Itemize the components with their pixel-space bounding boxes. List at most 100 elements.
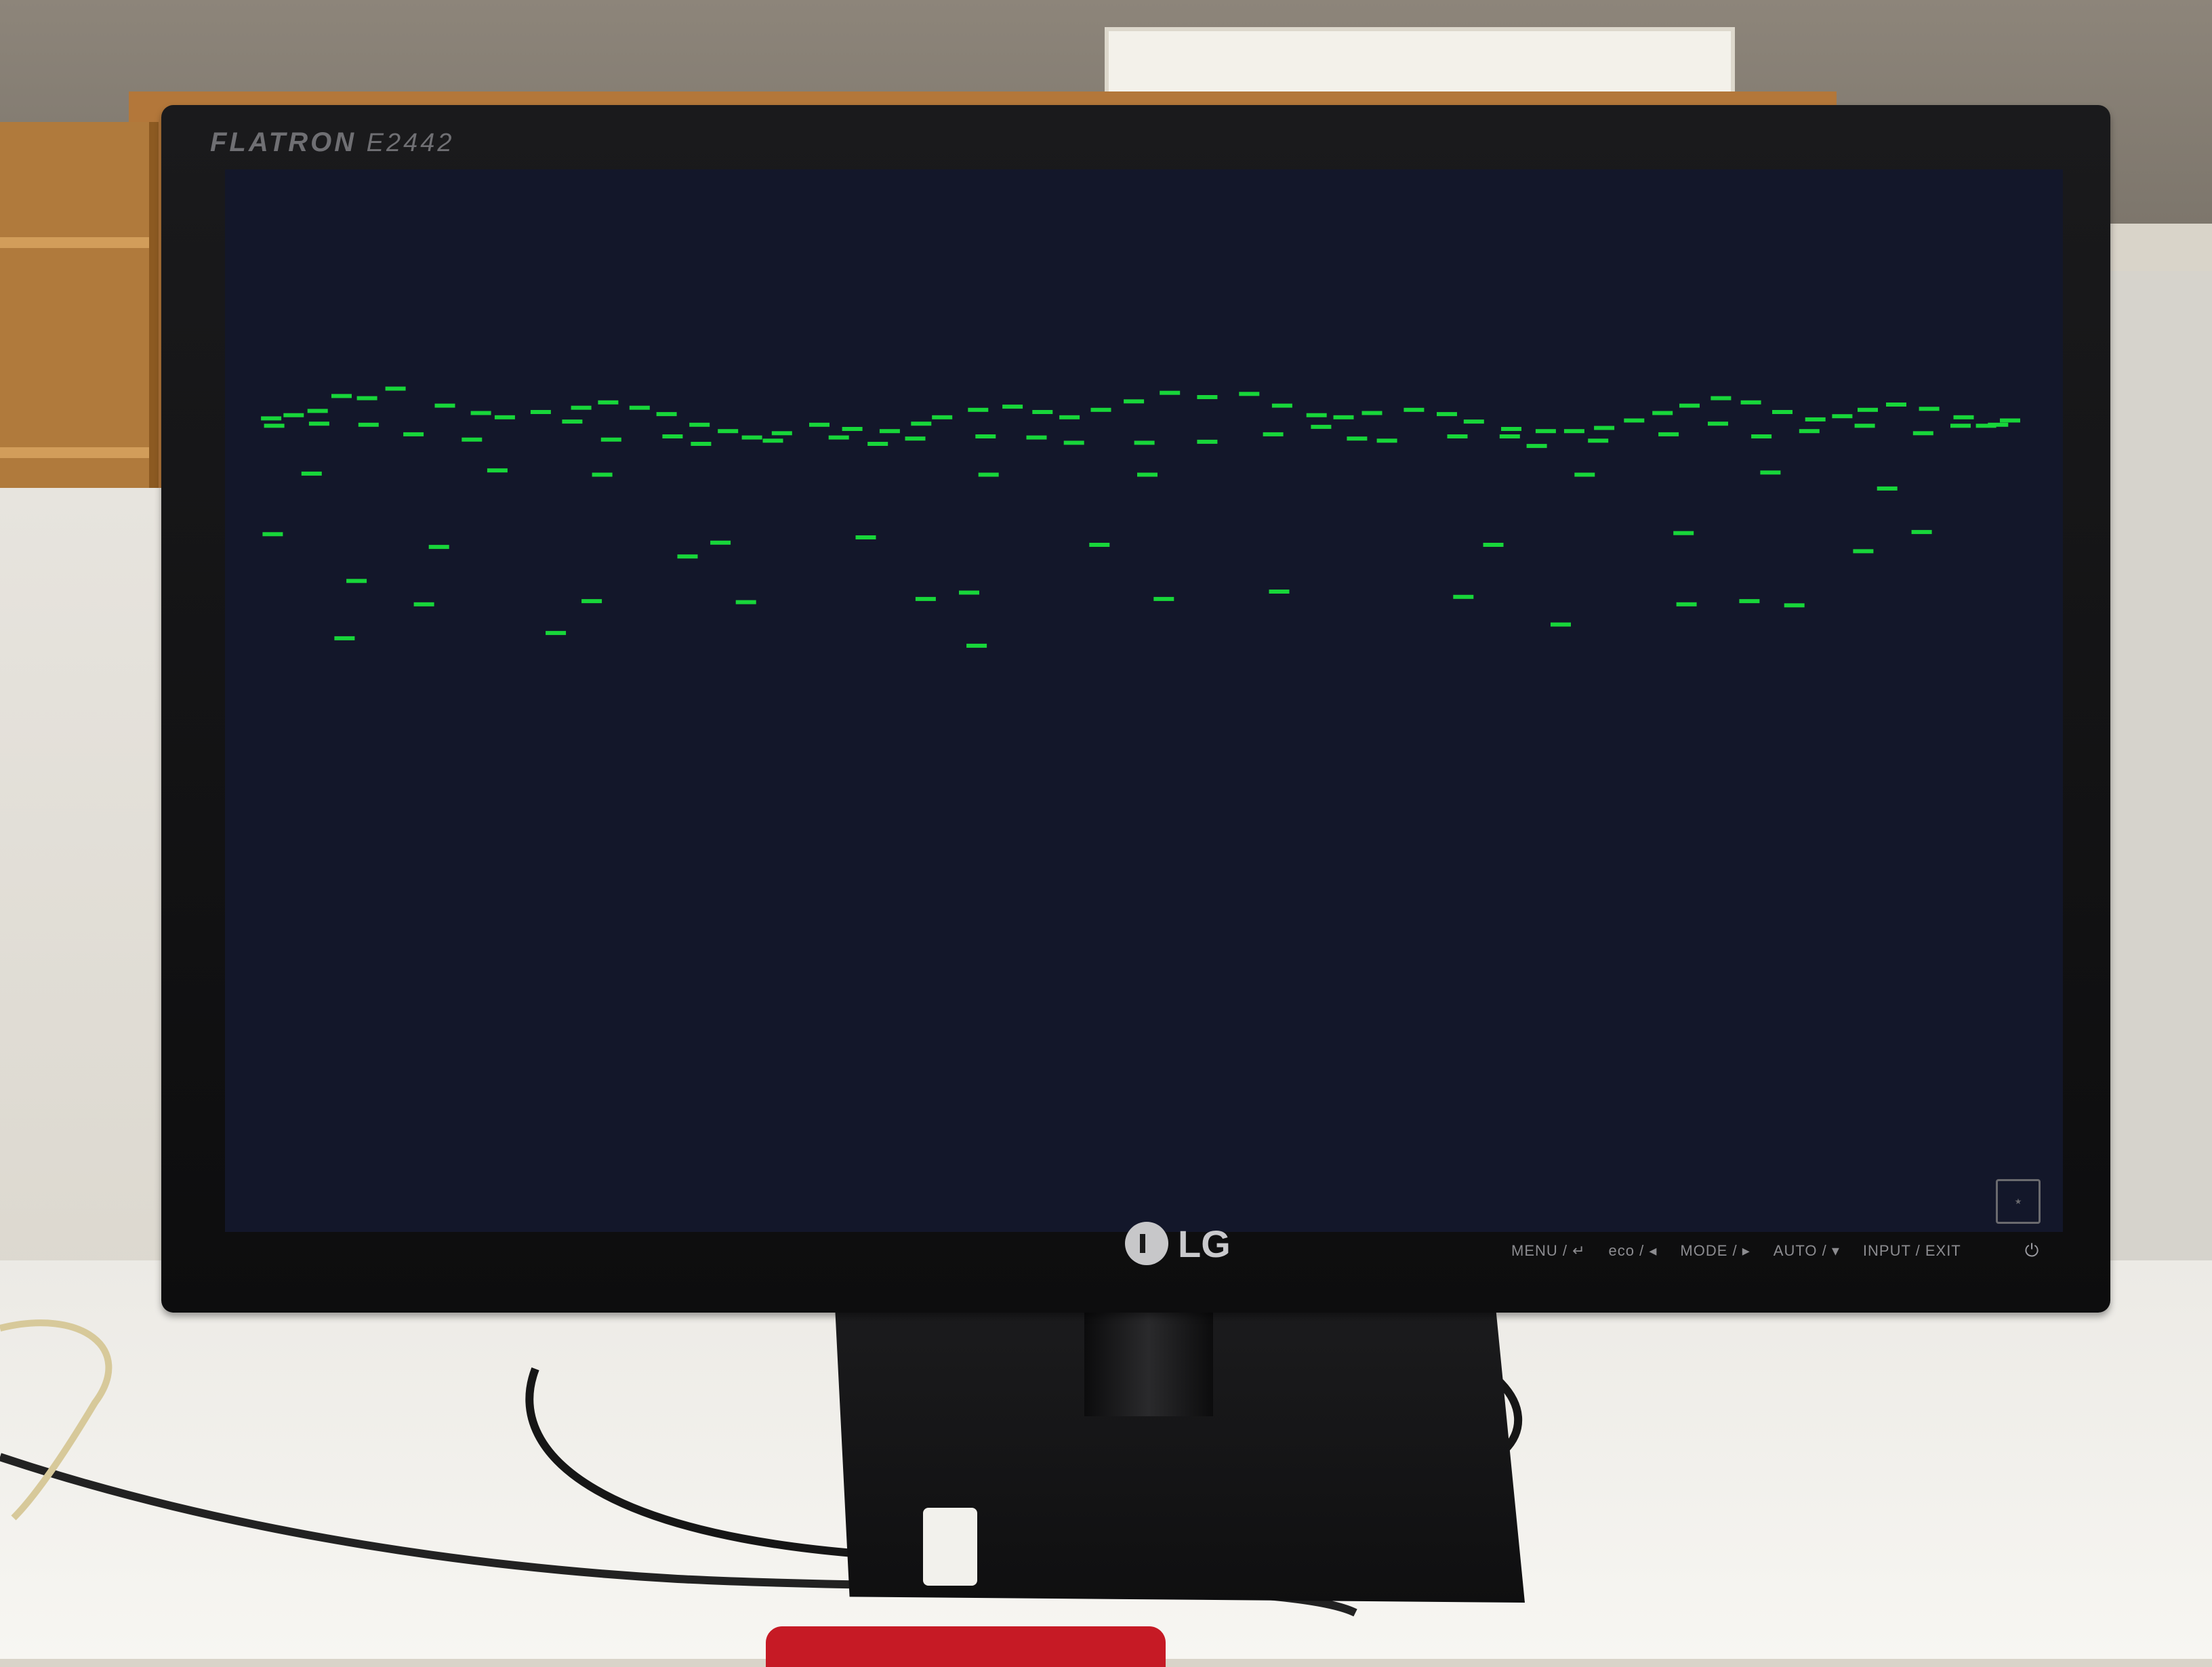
background-wall — [2101, 271, 2212, 1355]
trace-segment — [1679, 403, 1700, 408]
trace-segment — [308, 421, 329, 426]
bookshelf — [0, 122, 159, 515]
trace-segment — [546, 631, 567, 636]
auto-button[interactable]: AUTO / ▾ — [1773, 1242, 1840, 1259]
trace-segment — [1711, 396, 1732, 400]
trace-segment — [581, 599, 602, 604]
trace-segment — [1499, 434, 1520, 438]
trace-segment — [261, 416, 282, 421]
brand-model-label: FLATRON E2442 — [210, 127, 455, 158]
trace-segment — [1751, 434, 1772, 438]
eco-button[interactable]: eco / ◂ — [1608, 1242, 1658, 1259]
trace-segment — [932, 415, 953, 419]
trace-segment — [1919, 407, 1940, 411]
trace-segment — [905, 436, 926, 441]
trace-segment — [741, 435, 762, 440]
trace-segment — [1447, 434, 1468, 438]
trace-segment — [1911, 530, 1932, 535]
trace-segment — [1306, 413, 1327, 417]
trace-segment — [689, 422, 710, 427]
trace-segment — [975, 434, 996, 438]
trace-segment — [264, 424, 285, 428]
trace-segment — [718, 429, 739, 434]
trace-segment — [1886, 403, 1906, 407]
brand-logo: LG — [1125, 1216, 1231, 1271]
trace-segment — [966, 643, 987, 648]
trace-segment — [1026, 435, 1047, 440]
monitor-screen — [225, 169, 2063, 1232]
trace-segment — [385, 386, 406, 391]
trace-segment — [1535, 429, 1556, 434]
trace-segment — [301, 471, 322, 476]
trace-segment — [1526, 444, 1547, 449]
trace-segment — [662, 434, 683, 438]
trace-segment — [1263, 432, 1284, 436]
trace-segment — [1853, 549, 1874, 554]
trace-segment — [462, 437, 483, 442]
trace-segment — [1739, 599, 1760, 604]
trace-segment — [1333, 415, 1354, 419]
lg-logo-icon — [1125, 1222, 1168, 1265]
trace-segment — [1269, 590, 1290, 594]
trace-segment — [879, 429, 900, 434]
cable-clip — [923, 1508, 977, 1586]
trace-segment — [283, 413, 304, 417]
trace-segment — [1673, 531, 1694, 535]
mode-button[interactable]: MODE / ▸ — [1680, 1242, 1750, 1259]
trace-segment — [1854, 424, 1875, 428]
trace-segment — [1953, 415, 1974, 419]
energy-star-badge: ★ — [1996, 1179, 2041, 1224]
trace-segment — [1988, 422, 2009, 427]
series-label: FLATRON — [210, 127, 357, 157]
model-label: E2442 — [366, 129, 455, 157]
trace-segment — [434, 403, 455, 408]
trace-segment — [1799, 429, 1820, 434]
trace-segment — [600, 437, 621, 442]
trace-segment — [1032, 410, 1053, 414]
trace-segment — [356, 396, 377, 400]
trace-segment — [1676, 602, 1697, 606]
trace-segment — [262, 532, 283, 537]
trace-segment — [842, 427, 863, 431]
trace-segment — [771, 431, 792, 436]
trace-segment — [911, 421, 932, 426]
trace-segment — [1950, 424, 1971, 428]
power-icon[interactable]: ⏻ — [2024, 1240, 2039, 1260]
trace-segment — [571, 405, 592, 410]
trace-segment — [1652, 411, 1673, 415]
menu-button[interactable]: MENU / ↵ — [1511, 1242, 1586, 1259]
trace-segment — [1453, 594, 1474, 599]
trace-segment — [1574, 472, 1595, 477]
trace-segment — [598, 400, 619, 405]
trace-segment — [413, 602, 434, 606]
trace-segment — [2000, 418, 2020, 423]
trace-segment — [1197, 395, 1218, 399]
trace-segment — [403, 432, 424, 436]
red-object — [766, 1626, 1166, 1667]
trace-segment — [487, 468, 508, 473]
scope-trace — [261, 386, 2020, 648]
trace-segment — [346, 579, 367, 583]
input-exit-button[interactable]: INPUT / EXIT — [1862, 1242, 1961, 1259]
trace-segment — [1501, 427, 1521, 431]
trace-segment — [1124, 399, 1145, 404]
trace-segment — [809, 422, 830, 427]
trace-segment — [867, 442, 888, 446]
trace-segment — [629, 405, 650, 410]
trace-segment — [1090, 407, 1111, 412]
trace-segment — [1134, 440, 1155, 445]
trace-segment — [1347, 436, 1368, 441]
trace-segment — [1551, 622, 1571, 627]
trace-segment — [1160, 390, 1181, 395]
trace-segment — [428, 545, 449, 550]
trace-segment — [968, 407, 989, 412]
trace-segment — [1624, 418, 1645, 423]
trace-segment — [307, 409, 328, 413]
trace-segment — [710, 540, 731, 545]
trace-segment — [562, 419, 583, 424]
trace-segment — [1563, 429, 1584, 434]
trace-segment — [1404, 407, 1425, 412]
trace-segment — [656, 412, 677, 417]
trace-segment — [1975, 424, 1996, 428]
trace-segment — [677, 554, 698, 559]
